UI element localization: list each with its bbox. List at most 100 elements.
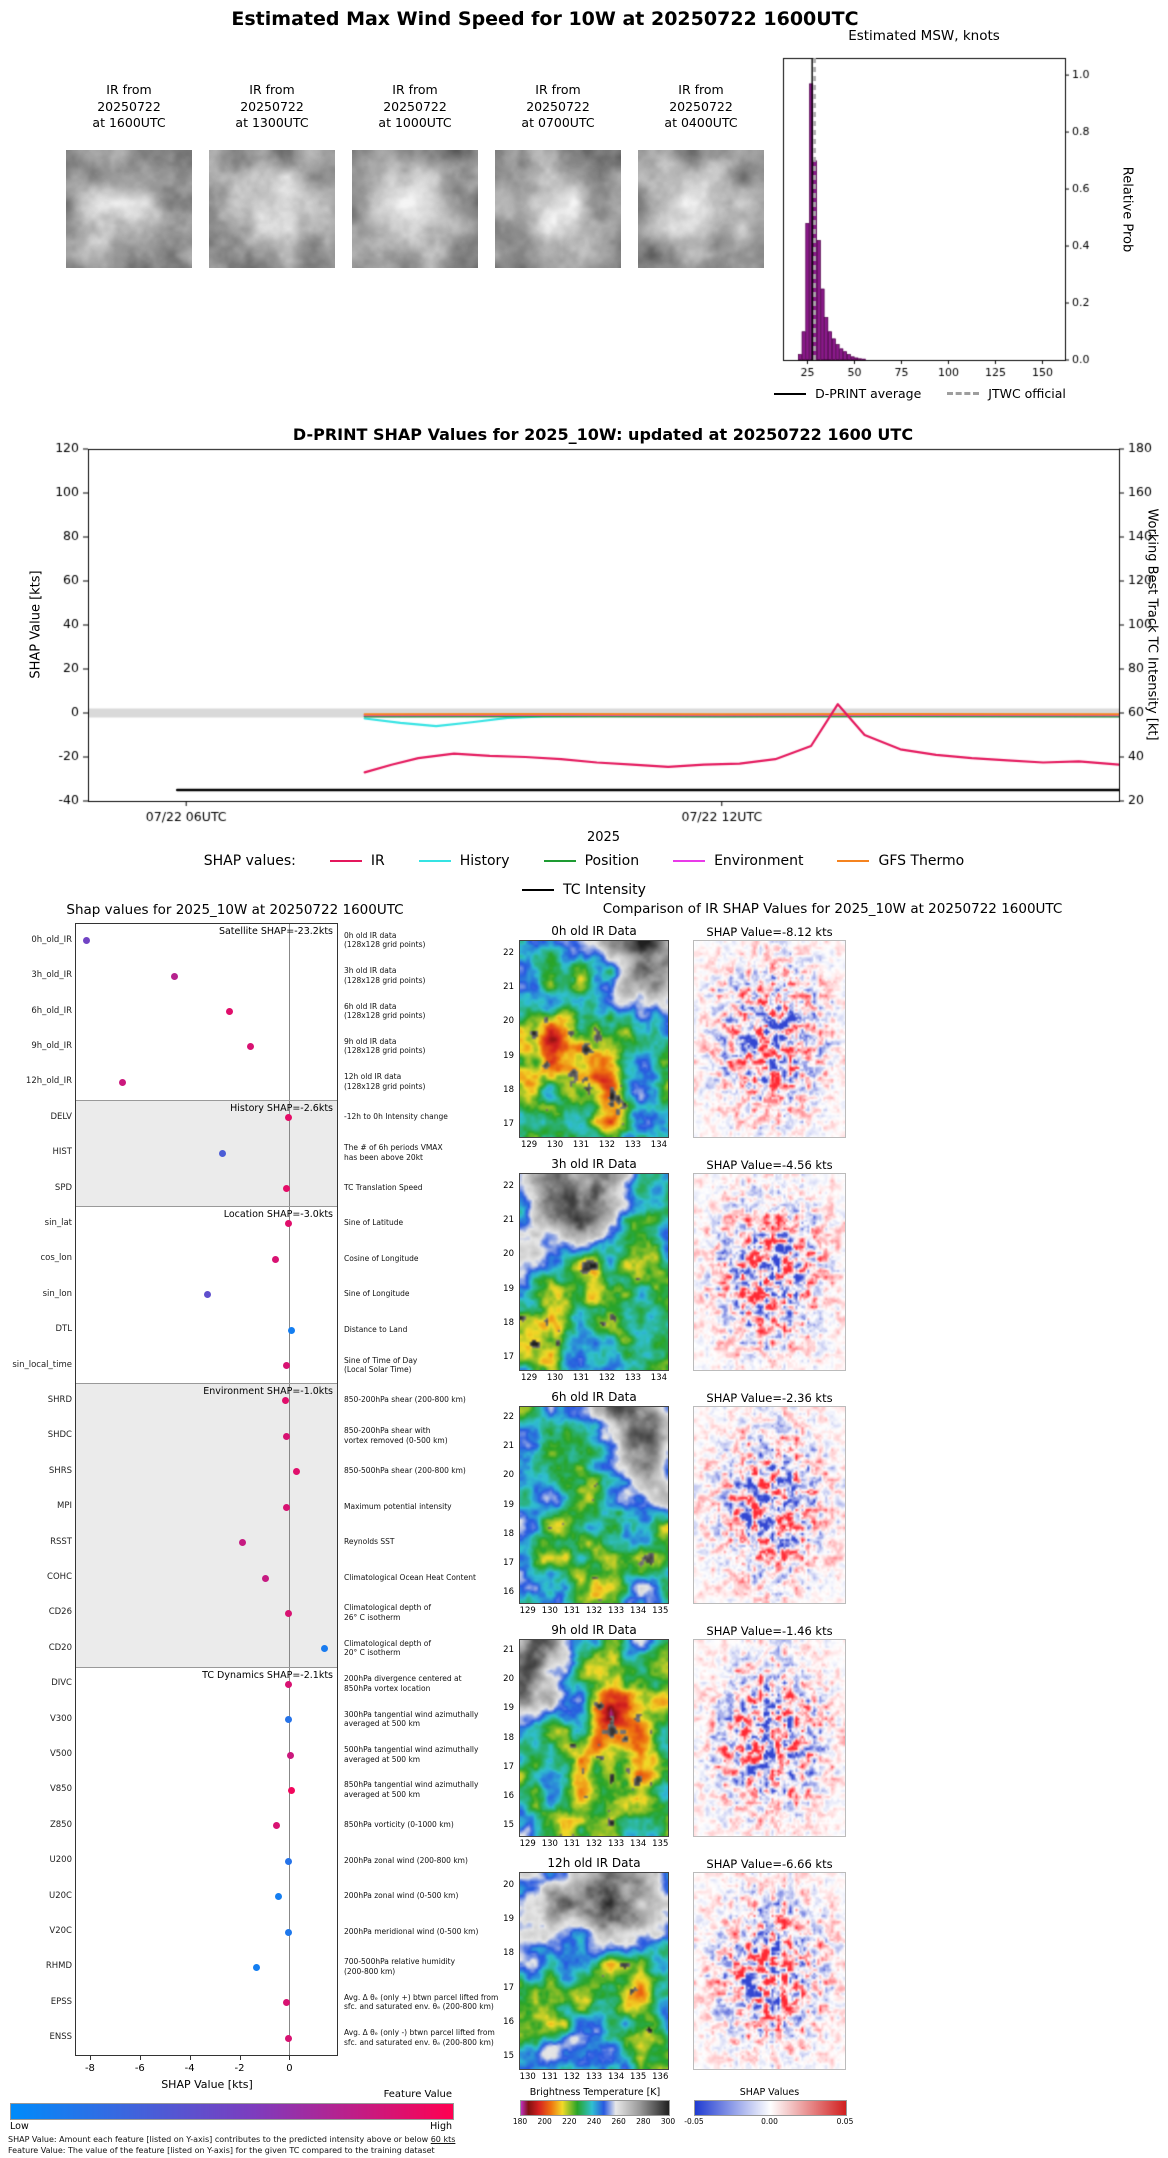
ir-map-xtick: 129 (520, 1140, 538, 1150)
timeseries-xlabel: 2025 (586, 830, 621, 845)
ir-map-title: 3h old IR Data (551, 1157, 637, 1171)
ir-map-ytick: 22 (503, 1411, 514, 1422)
shap-timeseries-plot (30, 440, 1168, 840)
section-label: Satellite SHAP=-23.2kts (218, 926, 333, 937)
histogram-ylabel: Relative Prob (1119, 166, 1135, 253)
ir-map-ytick: 20 (503, 1879, 514, 1890)
legend-label: GFS Thermo (878, 853, 965, 869)
shap-dot (283, 1185, 291, 1193)
feature-label: U200 (49, 1855, 72, 1866)
feature-description: 200hPa meridional wind (0-500 km) (344, 1926, 479, 1936)
ir-map-image (519, 1639, 669, 1837)
feature-label: V850 (49, 1784, 72, 1795)
bt-colorbar-tick: 200 (537, 2117, 552, 2126)
feature-description: 200hPa zonal wind (200-800 km) (344, 1855, 468, 1865)
shap-map-title: SHAP Value=-6.66 kts (706, 1857, 833, 1871)
ir-map-ytick: 17 (503, 1119, 514, 1130)
feature-label: Z850 (49, 1819, 72, 1830)
ir-map-image (519, 1406, 669, 1604)
legend-swatch (543, 860, 576, 862)
x-tick-label: -8 (84, 2063, 95, 2074)
shap-dot (284, 1609, 292, 1617)
shap-dot (288, 1326, 296, 1334)
ir-map-image (519, 1173, 669, 1371)
shap-dot (253, 1963, 261, 1971)
feature-label: 0h_old_IR (31, 934, 72, 945)
bt-colorbar-tick: 180 (512, 2117, 528, 2126)
legend-swatch (418, 860, 451, 862)
legend-label: D-PRINT average (815, 386, 922, 401)
shap-dot (226, 1008, 234, 1016)
ir-map-xtick: 131 (572, 1373, 590, 1383)
shap-dot (118, 1078, 126, 1086)
feature-description: 500hPa tangential wind azimuthally avera… (344, 1745, 479, 1764)
feature-description: 850hPa tangential wind azimuthally avera… (344, 1780, 479, 1799)
figure-title: Estimated Max Wind Speed for 10W at 2025… (231, 8, 859, 30)
ir-map-xtick: 130 (541, 1606, 558, 1616)
feature-label: 3h_old_IR (31, 970, 72, 981)
ir-map-ytick: 16 (503, 2017, 514, 2028)
feature-description: Distance to Land (344, 1324, 408, 1334)
feature-label: SHRS (48, 1465, 72, 1476)
x-tick-mark (189, 2056, 191, 2060)
shap-map-title: SHAP Value=-1.46 kts (706, 1624, 833, 1638)
ir-map-xtick: 134 (650, 1373, 668, 1383)
ir-map-xtick: 129 (520, 1373, 538, 1383)
ir-map-xtick: 133 (624, 1140, 642, 1150)
feature-description: 6h old IR data (128x128 grid points) (344, 1001, 426, 1021)
feature-value-colorbar-title: Feature Value (383, 2089, 452, 2100)
shap-dot (274, 1893, 282, 1901)
feature-label: sin_lon (42, 1288, 72, 1299)
shap-footnote-underline: 60 kts (430, 2135, 456, 2144)
feature-value-colorbar (10, 2103, 454, 2120)
ir-map-ytick: 17 (503, 1352, 514, 1363)
dotplot-frame (75, 923, 338, 2056)
ir-thumbnail-label: IR from 20250722 at 1300UTC (235, 82, 309, 130)
shap-map-image (693, 1872, 846, 2070)
zero-gridline (289, 923, 291, 2056)
section-label: Environment SHAP=-1.0kts (203, 1386, 333, 1398)
legend-label: Environment (714, 853, 804, 869)
feature-description: Climatological depth of 26° C isotherm (344, 1603, 431, 1622)
ir-map-xtick: 134 (650, 1140, 668, 1150)
feature-label: CD26 (48, 1607, 72, 1618)
timeseries-legend-item: Position (543, 853, 639, 869)
ir-map-title: 0h old IR Data (551, 924, 637, 938)
ir-map-ytick: 15 (503, 2051, 514, 2062)
shap-dot (203, 1291, 211, 1299)
feature-label: DELV (50, 1111, 72, 1122)
feature-label: 9h_old_IR (31, 1040, 72, 1051)
feature-description: Climatological Ocean Heat Content (344, 1572, 476, 1582)
section-divider (75, 1206, 338, 1208)
feature-description: 850-200hPa shear (200-800 km) (344, 1395, 466, 1405)
feature-label: COHC (47, 1572, 72, 1583)
x-tick-mark (289, 2056, 291, 2060)
feature-description: Avg. Δ θₑ (only +) btwn parcel lifted fr… (344, 1992, 499, 2012)
x-tick-label: -6 (134, 2063, 145, 2074)
ir-map-xtick: 132 (598, 1140, 616, 1150)
ir-map-ytick: 19 (503, 1050, 514, 1061)
legend-label: IR (370, 853, 385, 869)
ir-map-xtick: 130 (546, 1140, 564, 1150)
legend-swatch (774, 392, 807, 395)
ir-map-title: 12h old IR Data (547, 1856, 641, 1870)
shap-dot (283, 1999, 291, 2007)
ir-map-image (519, 940, 669, 1138)
timeseries-legend-row1: SHAP values: IR History Position Environment… (0, 853, 1168, 869)
ir-map-ytick: 21 (503, 1644, 514, 1655)
ir-map-xtick: 133 (607, 1839, 625, 1849)
histogram-title: Estimated MSW, knots (848, 28, 1000, 44)
ir-thumbnail-image (352, 150, 478, 268)
feature-value-high-label: High (430, 2121, 452, 2132)
section-shading (75, 1383, 338, 1667)
feature-description: 300hPa tangential wind azimuthally avera… (344, 1709, 479, 1729)
ir-map-ytick: 19 (503, 1283, 514, 1294)
x-tick-mark (89, 2056, 91, 2060)
feature-description: 3h old IR data (128x128 grid points) (344, 966, 426, 985)
dotplot-title: Shap values for 2025_10W at 20250722 160… (66, 902, 404, 918)
ir-map-ytick: 22 (503, 947, 514, 958)
feature-label: V20C (49, 1926, 72, 1937)
shap-map-title: SHAP Value=-4.56 kts (706, 1158, 833, 1172)
section-label: TC Dynamics SHAP=-2.1kts (202, 1669, 333, 1681)
ir-map-ytick: 20 (503, 1249, 514, 1260)
